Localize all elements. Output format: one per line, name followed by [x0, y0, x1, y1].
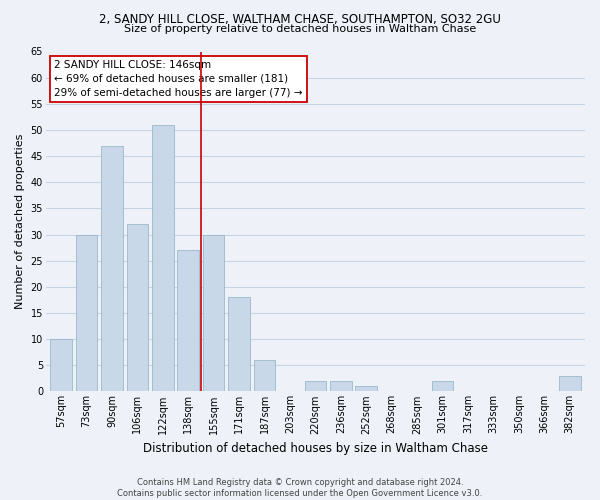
- Bar: [76, 234, 97, 392]
- Bar: [229, 298, 250, 392]
- Bar: [254, 360, 275, 392]
- Text: Size of property relative to detached houses in Waltham Chase: Size of property relative to detached ho…: [124, 24, 476, 34]
- Bar: [203, 234, 224, 392]
- Bar: [127, 224, 148, 392]
- Bar: [330, 381, 352, 392]
- Bar: [559, 376, 581, 392]
- Bar: [178, 250, 199, 392]
- Bar: [50, 339, 72, 392]
- Y-axis label: Number of detached properties: Number of detached properties: [15, 134, 25, 309]
- Bar: [101, 146, 123, 392]
- Text: 2, SANDY HILL CLOSE, WALTHAM CHASE, SOUTHAMPTON, SO32 2GU: 2, SANDY HILL CLOSE, WALTHAM CHASE, SOUT…: [99, 12, 501, 26]
- Bar: [355, 386, 377, 392]
- Bar: [305, 381, 326, 392]
- Text: Contains HM Land Registry data © Crown copyright and database right 2024.
Contai: Contains HM Land Registry data © Crown c…: [118, 478, 482, 498]
- Bar: [152, 124, 173, 392]
- Text: 2 SANDY HILL CLOSE: 146sqm
← 69% of detached houses are smaller (181)
29% of sem: 2 SANDY HILL CLOSE: 146sqm ← 69% of deta…: [54, 60, 302, 98]
- X-axis label: Distribution of detached houses by size in Waltham Chase: Distribution of detached houses by size …: [143, 442, 488, 455]
- Bar: [432, 381, 454, 392]
